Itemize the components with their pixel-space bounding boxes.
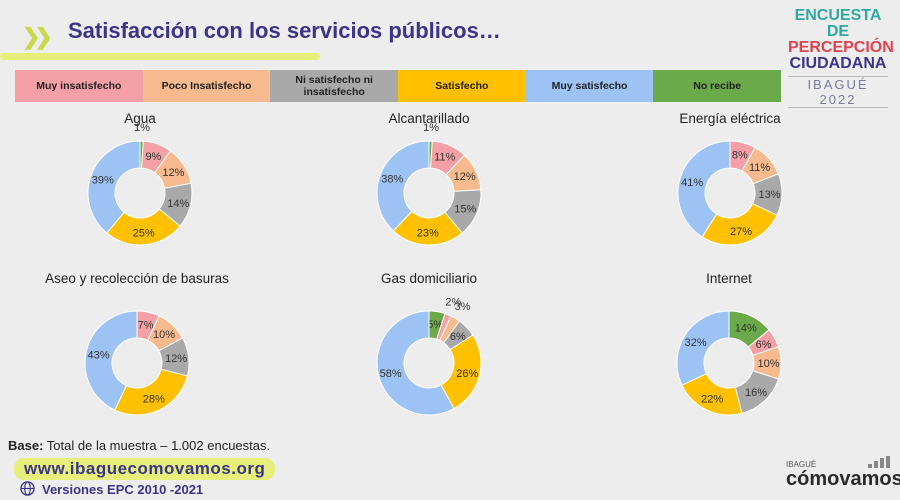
data-label: 6% <box>756 339 772 351</box>
data-label: 11% <box>749 162 770 174</box>
donut-chart: Aseo y recolección de basuras 7%10% 12% 28%… <box>45 271 229 416</box>
data-label: 41% <box>681 177 703 189</box>
survey-brand: ENCUESTA DE PERCEPCIÓN CIUDADANA IBAGUÉ … <box>788 7 894 108</box>
donut-segment <box>701 202 778 246</box>
data-label: 39% <box>92 175 114 187</box>
brand-line-2: PERCEPCIÓN <box>788 39 894 56</box>
data-label: 6% <box>450 331 466 343</box>
chart-title: Gas domiciliario <box>381 271 477 286</box>
data-label: 10% <box>153 329 175 341</box>
brand-year: IBAGUÉ 2022 <box>788 76 888 108</box>
legend-item: Poco Insatisfecho <box>142 70 271 102</box>
data-label: 8% <box>732 150 748 162</box>
versions-link[interactable]: Versiones EPC 2010 -2021 <box>42 482 204 497</box>
data-label: 12% <box>162 167 184 179</box>
data-label: 16% <box>745 387 767 399</box>
data-label: 12% <box>165 353 187 365</box>
brand-line-1: ENCUESTA DE <box>794 7 882 40</box>
signal-bars-icon <box>868 456 890 468</box>
chart-title: Alcantarillado <box>388 111 469 126</box>
donut-segment <box>440 334 482 410</box>
donut-segment <box>676 310 730 386</box>
data-label: 9% <box>145 151 161 163</box>
brand-line-3: CIUDADANA <box>789 55 887 72</box>
data-label: 27% <box>730 226 752 238</box>
chart-title: Agua <box>124 111 156 126</box>
chart-title: Internet <box>706 271 752 286</box>
data-label: 1% <box>423 122 439 134</box>
globe-icon <box>20 481 35 496</box>
data-label: 12% <box>454 171 476 183</box>
legend-item: Ni satisfecho ni insatisfecho <box>270 70 399 102</box>
website-link[interactable]: www.ibaguecomovamos.org <box>14 458 276 480</box>
data-label: 26% <box>456 368 478 380</box>
data-label: 14% <box>167 198 189 210</box>
footer-base-text: Total de la muestra – 1.002 encuestas. <box>43 438 271 453</box>
data-label: 28% <box>143 394 165 406</box>
data-label: 43% <box>87 349 109 361</box>
legend-item: Satisfecho <box>398 70 526 102</box>
legend-item: Muy satisfecho <box>525 70 654 102</box>
data-label: 1% <box>134 122 150 134</box>
page-title: Satisfacción con los servicios públicos… <box>68 18 501 43</box>
donut-segment <box>376 310 455 416</box>
data-label: 58% <box>380 368 402 380</box>
data-label: 2% <box>445 297 461 309</box>
data-label: 10% <box>757 358 779 370</box>
donut-chart: Energía eléctrica 8%11% 13% 27% 41% <box>677 111 783 246</box>
donut-segment <box>677 140 731 238</box>
donut-chart: Gas domiciliario 5%2%3% 6% 26% 58% <box>376 271 482 416</box>
chart-title: Aseo y recolección de basuras <box>45 271 229 286</box>
data-label: 22% <box>701 394 723 406</box>
data-label: 32% <box>685 337 707 349</box>
footer-base-label: Base: <box>8 438 44 453</box>
donut-segment <box>376 140 430 232</box>
logo-wordmark: cómovamos <box>786 468 900 490</box>
title-underline <box>0 53 320 60</box>
chart-title: Energía eléctrica <box>679 111 781 126</box>
data-label: 13% <box>758 189 780 201</box>
footer-base: Base: Total de la muestra – 1.002 encues… <box>8 438 270 453</box>
data-label: 15% <box>454 204 476 216</box>
data-label: 7% <box>138 320 154 332</box>
data-label: 3% <box>455 301 471 313</box>
data-label: 5% <box>427 319 443 331</box>
donut-segment <box>114 368 188 416</box>
data-label: 25% <box>133 227 155 239</box>
donut-segment <box>84 310 138 411</box>
data-label: 14% <box>735 322 757 334</box>
data-label: 38% <box>381 174 403 186</box>
donut-chart: Internet 14% 6% 10% 16% 22% 32% <box>676 271 782 416</box>
donut-segment <box>87 140 141 234</box>
legend: Muy insatisfecho Poco Insatisfecho Ni sati… <box>15 70 782 102</box>
data-label: 11% <box>434 152 455 164</box>
legend-item: No recibe <box>653 70 782 102</box>
legend-item: Muy insatisfecho <box>15 70 143 102</box>
logo-city: IBAGUÉ <box>786 460 817 469</box>
data-label: 23% <box>417 228 439 240</box>
